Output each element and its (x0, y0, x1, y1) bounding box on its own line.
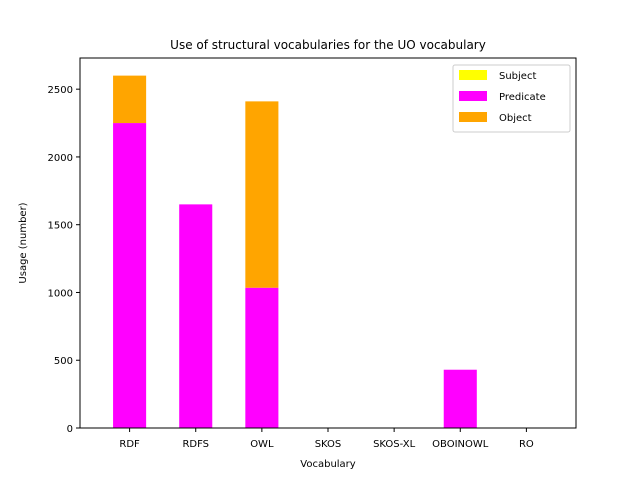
x-tick-label: OBOINOWL (432, 439, 489, 450)
x-tick-label: RDFS (182, 439, 209, 450)
y-tick-label: 1000 (48, 288, 73, 299)
y-tick-label: 2500 (48, 85, 73, 96)
legend-label-predicate: Predicate (499, 92, 546, 103)
legend-label-subject: Subject (499, 71, 536, 82)
y-axis: 0 500 1000 1500 2000 2500 (48, 85, 80, 435)
x-axis-label: Vocabulary (300, 459, 356, 470)
legend-label-object: Object (499, 113, 532, 124)
bars-group (113, 75, 477, 429)
bar-object-owl (245, 101, 279, 288)
bar-object-rdf (113, 75, 147, 124)
x-tick-label: SKOS-XL (373, 439, 416, 450)
legend-swatch-predicate (459, 91, 487, 101)
y-tick-label: 1500 (48, 221, 73, 232)
bar-predicate-rdf (113, 123, 147, 429)
x-axis: RDF RDFS OWL SKOS SKOS-XL OBOINOWL RO (119, 428, 534, 450)
x-tick-label: RDF (119, 439, 140, 450)
bar-predicate-oboinowl (443, 369, 477, 428)
y-axis-label: Usage (number) (18, 202, 29, 283)
x-tick-label: RO (519, 439, 534, 450)
x-tick-label: OWL (250, 439, 274, 450)
chart-title: Use of structural vocabularies for the U… (170, 38, 486, 52)
legend-swatch-subject (459, 70, 487, 80)
bar-predicate-rdfs (179, 204, 213, 428)
y-tick-label: 0 (67, 424, 73, 435)
bar-predicate-owl (245, 287, 279, 428)
legend-swatch-object (459, 112, 487, 122)
y-tick-label: 500 (54, 356, 73, 367)
x-tick-label: SKOS (315, 439, 342, 450)
y-tick-label: 2000 (48, 153, 73, 164)
legend: Subject Predicate Object (452, 64, 571, 133)
